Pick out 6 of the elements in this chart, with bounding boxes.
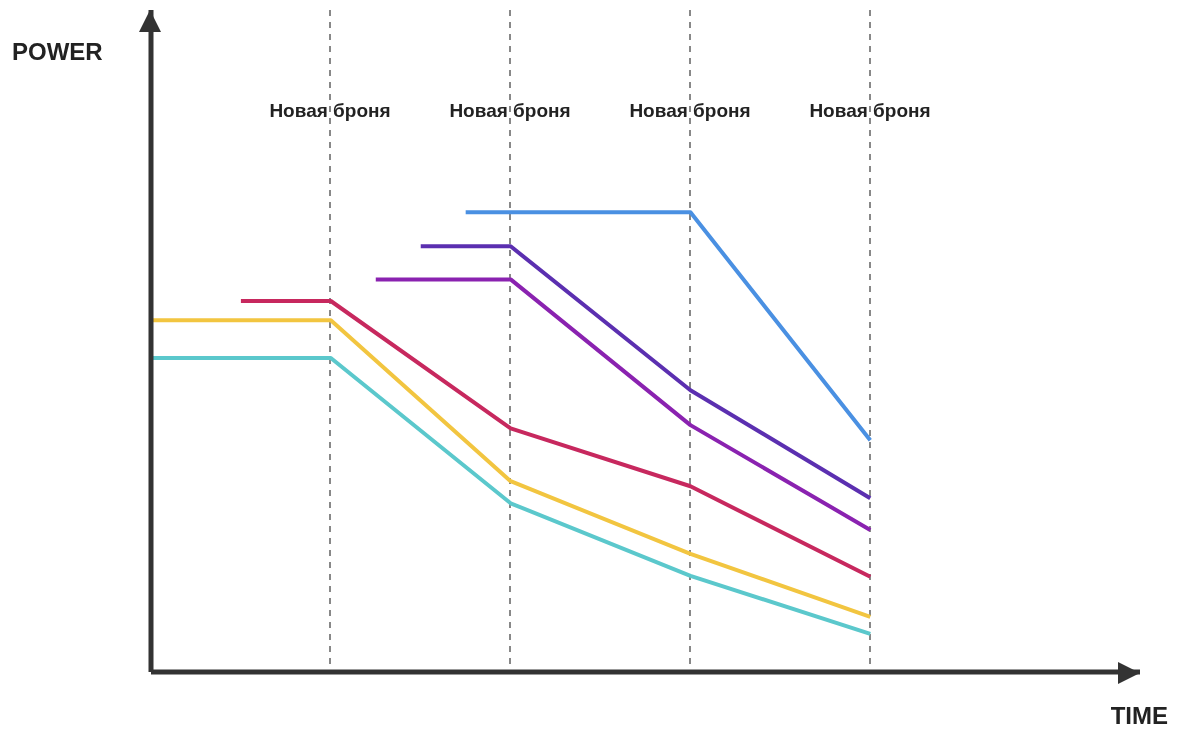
text: Новая броня [269, 100, 391, 122]
text: Новая броня [809, 100, 931, 122]
x-axis-title: TIME [1110, 702, 1168, 730]
text: Новая броня [629, 100, 751, 122]
text: POWER [12, 38, 103, 66]
text: Новая броня [449, 100, 571, 122]
